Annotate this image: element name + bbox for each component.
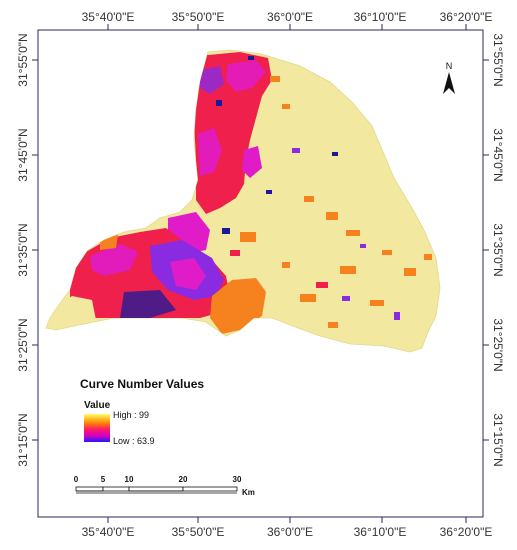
left-lat-label: 31°25'0"N: [16, 318, 30, 371]
north-arrow-label: N: [446, 61, 453, 71]
magenta-patch: [198, 128, 222, 176]
legend: Curve Number Values Value High : 99 Low …: [80, 377, 204, 446]
left-lat-label: 31°45'0"N: [16, 128, 30, 181]
right-lat-label: 31°45'0"N: [491, 128, 505, 181]
watershed-map: [45, 49, 441, 353]
bottom-longitude-labels: 35°40'0"E 35°50'0"E 36°0'0"E 36°10'0"E 3…: [82, 525, 493, 539]
scale-label: 5: [101, 475, 106, 484]
legend-low-label: Low : 63.9: [113, 436, 155, 446]
eastern-scattered-patches: [216, 56, 432, 328]
left-lat-label: 31°55'0"N: [16, 33, 30, 86]
right-lat-label: 31°55'0"N: [491, 33, 505, 86]
magenta-patch: [90, 244, 138, 276]
bottom-lon-label: 36°0'0"E: [267, 525, 313, 539]
top-lon-label: 35°40'0"E: [82, 10, 135, 24]
legend-color-ramp: [84, 414, 110, 442]
light-zone-west: [48, 296, 96, 326]
scale-bar: 0 5 10 20 30 Km: [74, 475, 255, 497]
top-lon-label: 36°20'0"E: [440, 10, 493, 24]
left-latitude-labels: 31°55'0"N 31°45'0"N 31°35'0"N 31°25'0"N …: [16, 33, 30, 466]
graticule-ticks: [32, 24, 489, 523]
purple-patch: [200, 66, 224, 94]
north-arrow: N: [443, 61, 455, 94]
magenta-patch: [226, 60, 266, 92]
north-arrow-icon: [443, 72, 455, 94]
legend-high-label: High : 99: [113, 410, 149, 420]
right-lat-label: 31°25'0"N: [491, 318, 505, 371]
top-lon-label: 35°50'0"E: [172, 10, 225, 24]
top-longitude-labels: 35°40'0"E 35°50'0"E 36°0'0"E 36°10'0"E 3…: [82, 10, 493, 24]
magenta-patch: [242, 146, 262, 178]
curve-number-classes: [48, 52, 432, 334]
scale-unit: Km: [242, 488, 255, 497]
map-frame: [37, 29, 484, 518]
scale-bar-segments: [75, 486, 238, 494]
top-lon-label: 36°0'0"E: [267, 10, 313, 24]
magenta-patch: [170, 258, 206, 290]
left-lat-label: 31°15'0"N: [16, 413, 30, 466]
left-lat-label: 31°35'0"N: [16, 223, 30, 276]
scale-label: 30: [233, 475, 242, 484]
bottom-lon-label: 35°40'0"E: [82, 525, 135, 539]
scale-label: 0: [74, 475, 79, 484]
right-lat-label: 31°35'0"N: [491, 223, 505, 276]
scale-label: 10: [125, 475, 134, 484]
blue-patch: [120, 290, 176, 318]
orange-patch: [100, 234, 118, 250]
right-latitude-labels: 31°55'0"N 31°45'0"N 31°35'0"N 31°25'0"N …: [491, 33, 505, 466]
red-zone-north: [194, 52, 272, 214]
legend-subtitle: Value: [84, 400, 111, 411]
right-lat-label: 31°15'0"N: [491, 413, 505, 466]
top-lon-label: 36°10'0"E: [354, 10, 407, 24]
scale-label: 20: [179, 475, 188, 484]
bottom-lon-label: 36°10'0"E: [354, 525, 407, 539]
bottom-lon-label: 35°50'0"E: [172, 525, 225, 539]
bottom-lon-label: 36°20'0"E: [440, 525, 493, 539]
legend-title: Curve Number Values: [80, 377, 204, 391]
